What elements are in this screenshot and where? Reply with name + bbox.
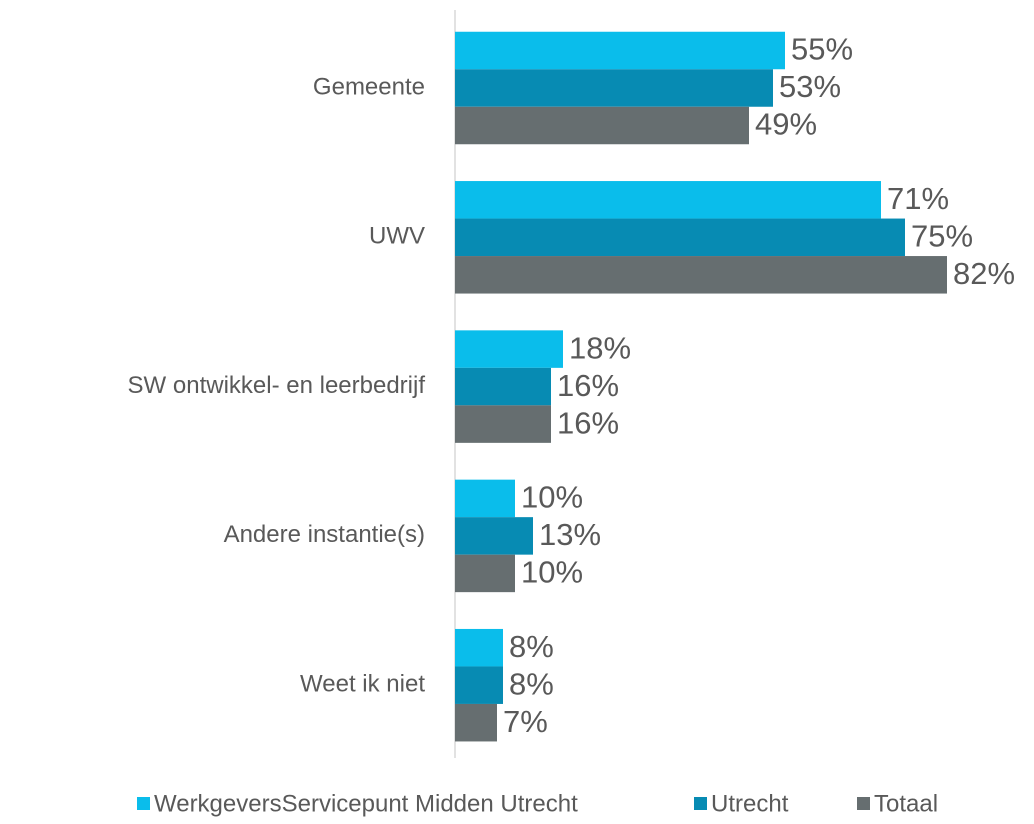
bar xyxy=(455,31,785,70)
y-tick-label: Weet ik niet xyxy=(300,671,425,698)
legend-label: Totaal xyxy=(874,790,938,817)
legend-swatch xyxy=(857,797,870,810)
bar xyxy=(455,479,515,518)
data-label: 10% xyxy=(521,555,583,590)
bar xyxy=(455,666,503,704)
data-label: 53% xyxy=(779,69,841,104)
bar xyxy=(455,554,515,593)
data-label: 7% xyxy=(503,704,548,739)
data-label: 82% xyxy=(953,256,1015,291)
bar xyxy=(455,703,497,742)
data-label: 71% xyxy=(887,181,949,216)
y-tick-label: UWV xyxy=(369,223,425,250)
bar xyxy=(455,106,749,145)
legend-label: Utrecht xyxy=(711,790,789,817)
bar xyxy=(455,367,551,406)
bar xyxy=(455,69,773,107)
bar xyxy=(455,256,947,294)
bar xyxy=(455,405,551,443)
data-label: 16% xyxy=(557,368,619,403)
bar xyxy=(455,218,905,257)
y-tick-label: SW ontwikkel- en leerbedrijf xyxy=(128,372,426,399)
data-label: 18% xyxy=(569,330,631,365)
bar xyxy=(455,181,881,219)
data-label: 75% xyxy=(911,218,973,253)
data-label: 13% xyxy=(539,517,601,552)
data-label: 10% xyxy=(521,480,583,515)
y-tick-label: Gemeente xyxy=(313,73,425,100)
legend-label: WerkgeversServicepunt Midden Utrecht xyxy=(154,790,578,817)
data-label: 8% xyxy=(509,629,554,664)
bar xyxy=(455,330,563,368)
data-label: 49% xyxy=(755,107,817,142)
data-label: 16% xyxy=(557,405,619,440)
data-label: 55% xyxy=(791,32,853,67)
legend-swatch xyxy=(137,797,150,810)
data-label: 8% xyxy=(509,666,554,701)
legend-swatch xyxy=(694,797,707,810)
bar xyxy=(455,628,503,667)
bar xyxy=(455,517,533,555)
y-tick-label: Andere instantie(s) xyxy=(224,521,425,548)
